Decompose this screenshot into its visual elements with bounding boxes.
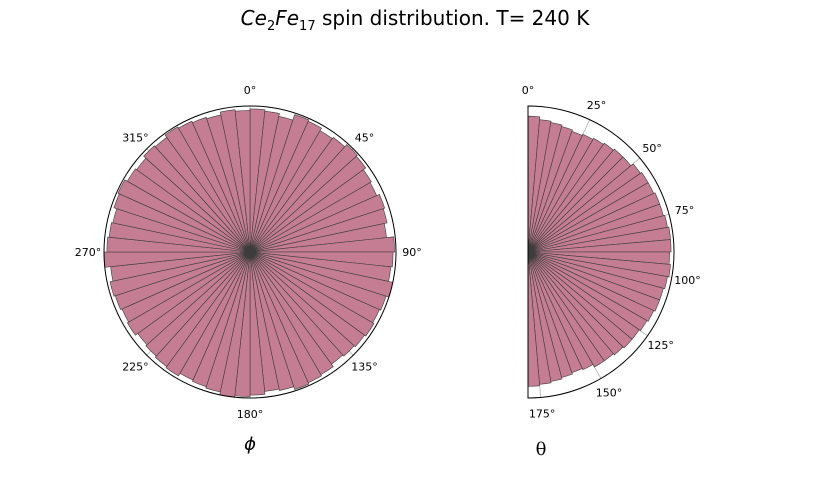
histogram-bar: [143, 145, 251, 253]
histogram-bar: [154, 251, 251, 367]
histogram-bar: [249, 251, 355, 357]
histogram-bar: [192, 251, 251, 388]
histogram-bar: [249, 208, 388, 253]
histogram-bar: [249, 251, 365, 348]
histogram-bar: [249, 155, 367, 253]
polar-frame: [527, 105, 675, 399]
histogram-bar: [527, 251, 594, 371]
histogram-bar: [126, 168, 251, 253]
theta-tick-label: 175°: [529, 407, 556, 420]
theta-tick-label: 0°: [244, 84, 257, 97]
histogram-bar: [527, 251, 633, 349]
title-ce: Ce: [241, 6, 267, 30]
histogram-bar: [249, 194, 386, 253]
histogram-bar: [249, 251, 295, 391]
histogram-bar: [249, 251, 310, 390]
histogram-bar: [527, 251, 624, 356]
theta-tick-label: 270°: [75, 246, 102, 259]
theta-tick-label: 180°: [237, 408, 264, 421]
histogram-bar: [109, 251, 251, 297]
theta-axis-label: θ: [536, 439, 547, 460]
theta-tick-label: 90°: [402, 246, 422, 259]
title-sub-2: 2: [267, 19, 275, 34]
histogram-bar: [249, 251, 387, 311]
histogram-bar: [164, 126, 251, 253]
histogram-bar: [126, 251, 251, 336]
title-sub-17: 17: [299, 19, 316, 34]
histogram-bar: [249, 169, 372, 253]
title-rest: spin distribution. T= 240 K: [316, 6, 591, 30]
histogram-bar: [219, 109, 251, 253]
theta-tick-label: 75°: [675, 204, 695, 217]
theta-tick-label: 45°: [355, 131, 375, 144]
histogram-bar: [192, 116, 251, 253]
histogram-bar: [527, 251, 655, 322]
theta-tick-label: 0°: [522, 84, 535, 97]
theta-tick-label: 125°: [647, 339, 674, 352]
theta-tick-label: 25°: [587, 99, 607, 112]
theta-tick-label: 100°: [674, 274, 701, 287]
histogram-bar: [527, 251, 605, 368]
theta-tick-label: 315°: [122, 131, 149, 144]
histogram-bar: [249, 251, 375, 337]
histogram-bar: [165, 251, 251, 377]
histogram-bar: [527, 251, 648, 332]
histogram-bar: [234, 110, 251, 253]
polar-frame: [103, 105, 397, 399]
histogram-bar: [249, 120, 322, 253]
histogram-bar: [249, 114, 310, 253]
histogram-bar: [527, 251, 661, 312]
theta-tick-label: 50°: [642, 142, 662, 155]
phi-polar-plot: 0° 45° 90° 135° 180° 225° 270° 315°: [75, 84, 422, 421]
theta-tick-label: 225°: [122, 361, 149, 374]
phi-axis-label: ϕ: [244, 434, 256, 455]
histogram-bar: [145, 251, 251, 357]
figure-title: Ce2Fe17 spin distribution. T= 240 K: [241, 6, 591, 34]
title-fe: Fe: [275, 6, 299, 30]
histogram-bar: [527, 239, 672, 253]
histogram-bar: [117, 179, 251, 253]
histogram-bar: [249, 236, 395, 253]
theta-tick-label: 150°: [596, 386, 623, 399]
histogram-bar: [249, 144, 358, 253]
theta-tick-label: 135°: [351, 361, 378, 374]
histogram-bar: [178, 120, 251, 253]
theta-polar-plot: 0° 25° 50° 75° 100° 125° 150° 175°: [522, 84, 701, 420]
